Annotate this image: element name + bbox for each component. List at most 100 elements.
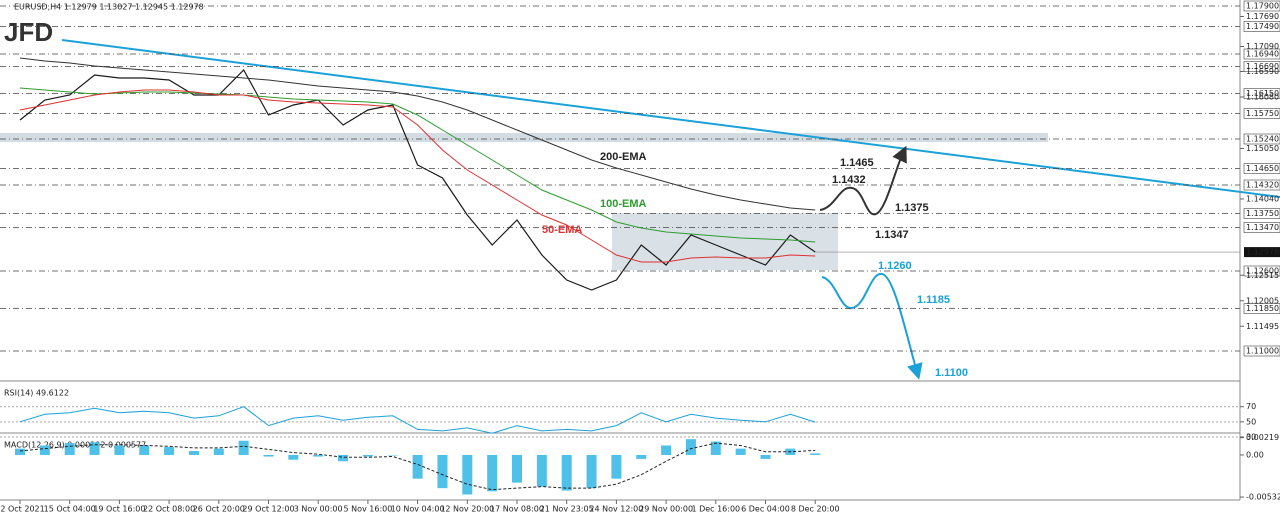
series-line xyxy=(19,406,816,434)
annotation: 1.1260 xyxy=(878,260,912,272)
x-tick-label: 17 Nov 08:00 xyxy=(490,505,544,514)
level-label-bg xyxy=(1243,61,1280,72)
macd-bar xyxy=(412,454,423,479)
annotation: 50-EMA xyxy=(542,224,582,236)
macd-bar xyxy=(387,454,398,456)
y-tick-label: 1.16590 xyxy=(1246,67,1279,76)
level-label: 1.16940 xyxy=(1246,50,1279,59)
level-label-bg xyxy=(1243,48,1280,60)
annotation: 1.1375 xyxy=(895,202,929,214)
macd-bar xyxy=(536,454,547,487)
annotation: 200-EMA xyxy=(600,151,647,163)
x-tick-label: 8 Dec 20:00 xyxy=(791,505,840,514)
bearish-arrow xyxy=(821,273,923,380)
y-tick-label: 1.11495 xyxy=(1246,322,1279,331)
series-line xyxy=(19,57,816,211)
annotation: 1.1100 xyxy=(935,367,968,379)
level-label-bg xyxy=(1243,222,1280,233)
y-tick-label: 30 xyxy=(1246,432,1256,441)
level-label-bg xyxy=(1243,108,1280,119)
y-tick-label: 1.17090 xyxy=(1246,42,1279,51)
level-label-bg xyxy=(1243,179,1280,191)
x-tick-label: 29 Nov 00:00 xyxy=(639,505,693,514)
series-line xyxy=(19,89,816,263)
x-tick-label: 3 Nov 00:00 xyxy=(294,505,343,514)
level-label: 1.14320 xyxy=(1246,181,1279,190)
macd-bar xyxy=(263,454,274,457)
level-label-bg xyxy=(1243,0,1280,12)
y-tick-label: 1.16080 xyxy=(1246,93,1279,102)
level-label-bg xyxy=(1243,265,1280,277)
macd-bar xyxy=(487,454,498,492)
macd-bar xyxy=(611,454,622,479)
y-tick-label: 1.12515 xyxy=(1246,271,1279,280)
y-tick-label: -0.005328 xyxy=(1246,493,1280,502)
annotation: 1.1465 xyxy=(840,157,874,169)
level-label: 1.17900 xyxy=(1246,2,1279,11)
last-price-bg xyxy=(1244,247,1280,258)
x-tick-label: 12 Nov 20:00 xyxy=(440,505,494,514)
x-tick-label: 26 Oct 20:00 xyxy=(193,505,245,514)
macd-bar xyxy=(661,445,672,455)
resistance-zone xyxy=(0,133,1048,142)
series-line xyxy=(19,87,816,243)
level-label-bg xyxy=(1243,21,1280,32)
macd-bar xyxy=(586,454,597,489)
x-tick-label: 12 Oct 2021 xyxy=(0,505,45,514)
y-tick-label: 70 xyxy=(1246,402,1256,411)
x-tick-label: 1 Dec 16:00 xyxy=(691,505,740,514)
annotation: 1.1432 xyxy=(832,174,866,186)
macd-bar xyxy=(114,445,125,455)
macd-bar xyxy=(188,451,199,455)
level-label: 1.12600 xyxy=(1246,267,1279,276)
macd-bar xyxy=(39,445,50,455)
x-tick-label: 5 Nov 16:00 xyxy=(343,505,392,514)
y-tick-label: 0.00 xyxy=(1246,450,1264,459)
macd-bar xyxy=(238,440,249,455)
x-tick-label: 22 Oct 08:00 xyxy=(143,505,195,514)
macd-bar xyxy=(512,454,522,483)
y-tick-label: 1.12005 xyxy=(1246,296,1279,305)
bullish-arrow xyxy=(819,145,907,216)
level-label: 1.16150 xyxy=(1246,89,1279,98)
macd-bar xyxy=(561,454,572,491)
level-label: 1.15240 xyxy=(1246,135,1279,144)
level-label-bg xyxy=(1243,208,1280,219)
series-line xyxy=(19,69,816,291)
x-tick-label: 15 Oct 04:00 xyxy=(44,505,96,514)
macd-bar xyxy=(636,454,647,459)
x-tick-label: 24 Nov 12:00 xyxy=(589,505,643,514)
annotation: 100-EMA xyxy=(600,198,647,210)
level-label: 1.11850 xyxy=(1246,304,1279,313)
macd-bar xyxy=(735,448,746,455)
macd-bar xyxy=(15,448,25,455)
level-label: 1.14650 xyxy=(1246,164,1279,173)
logo: JFD xyxy=(4,17,53,47)
level-label-bg xyxy=(1243,88,1280,99)
macd-bar xyxy=(437,454,448,489)
annotation: 1.1185 xyxy=(917,294,950,306)
y-tick-label: 1.14040 xyxy=(1246,195,1279,204)
y-tick-label: 1.15050 xyxy=(1246,144,1279,153)
level-label: 1.11000 xyxy=(1246,347,1279,356)
macd-bar xyxy=(89,442,100,455)
level-label: 1.16690 xyxy=(1246,62,1279,71)
macd-bar xyxy=(139,445,150,455)
level-label: 1.13750 xyxy=(1246,209,1279,218)
y-tick-label: 1.17690 xyxy=(1246,12,1279,21)
macd-bar xyxy=(810,453,821,455)
level-label: 1.15750 xyxy=(1246,109,1279,118)
macd-bar xyxy=(313,454,324,457)
macd-bar xyxy=(685,439,696,455)
macd-bar xyxy=(462,454,473,495)
macd-bar xyxy=(213,448,224,455)
macd-bar xyxy=(362,454,373,457)
x-tick-label: 6 Dec 04:00 xyxy=(741,505,790,514)
level-label-bg xyxy=(1243,303,1280,314)
symbol-line: EURUSD,H4 1.12979 1.13027 1.12945 1.1297… xyxy=(14,3,204,12)
annotation: 1.1347 xyxy=(875,229,909,241)
panel-title: MACD(12,26,9) 0.000192 0.000577 xyxy=(4,441,146,450)
y-tick-label: 0.002191 xyxy=(1246,433,1280,442)
